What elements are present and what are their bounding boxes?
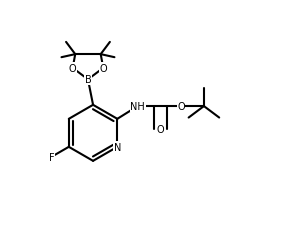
Text: NH: NH [130,102,145,112]
Text: O: O [99,64,107,73]
Text: O: O [157,125,164,134]
Text: B: B [85,75,91,85]
Text: O: O [69,64,77,73]
Text: N: N [114,142,121,152]
Text: O: O [177,102,185,112]
Text: F: F [49,152,55,162]
